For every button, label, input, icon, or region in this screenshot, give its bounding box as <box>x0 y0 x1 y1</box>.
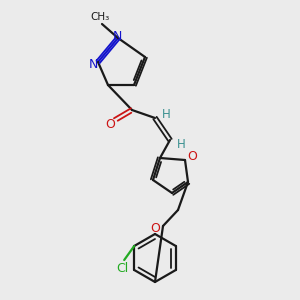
Text: H: H <box>162 107 170 121</box>
Text: N: N <box>88 58 98 70</box>
Text: N: N <box>112 29 122 43</box>
Text: O: O <box>187 149 197 163</box>
Text: H: H <box>177 137 185 151</box>
Text: O: O <box>150 223 160 236</box>
Text: O: O <box>105 118 115 130</box>
Text: CH₃: CH₃ <box>90 12 110 22</box>
Text: Cl: Cl <box>116 262 128 275</box>
